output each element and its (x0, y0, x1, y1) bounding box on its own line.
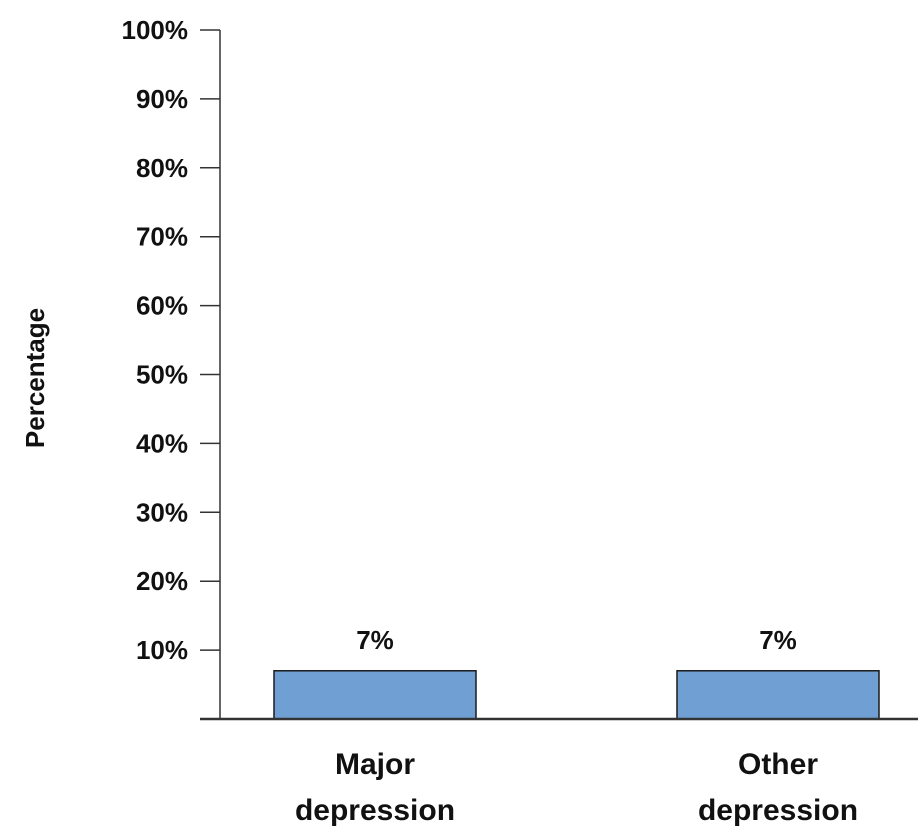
category-label: Major (335, 748, 415, 781)
category-labels: Major depression Other depression (295, 748, 858, 827)
bar-data-label: 7% (356, 625, 394, 655)
bar-data-label: 7% (759, 625, 797, 655)
y-tick-label: 80% (136, 153, 188, 183)
y-tick-label: 70% (136, 222, 188, 252)
y-axis-title: Percentage (20, 308, 50, 448)
y-tick-label: 50% (136, 360, 188, 390)
y-tick-label: 20% (136, 566, 188, 596)
category-label: Other (738, 748, 818, 781)
y-axis-ticks: 10% 20% 30% 40% 50% 60% 70% 80% 90% 100% (122, 15, 220, 665)
bars (273, 670, 880, 720)
y-tick-label: 100% (122, 15, 189, 45)
y-tick-label: 30% (136, 497, 188, 527)
y-tick-label: 90% (136, 84, 188, 114)
data-labels: 7% 7% (356, 625, 797, 655)
category-label: depression (698, 794, 858, 827)
y-tick-label: 40% (136, 428, 188, 458)
category-label: depression (295, 794, 455, 827)
bar-other-depression (676, 670, 880, 720)
y-tick-label: 60% (136, 291, 188, 321)
y-tick-label: 10% (136, 635, 188, 665)
bar-major-depression (273, 670, 477, 720)
